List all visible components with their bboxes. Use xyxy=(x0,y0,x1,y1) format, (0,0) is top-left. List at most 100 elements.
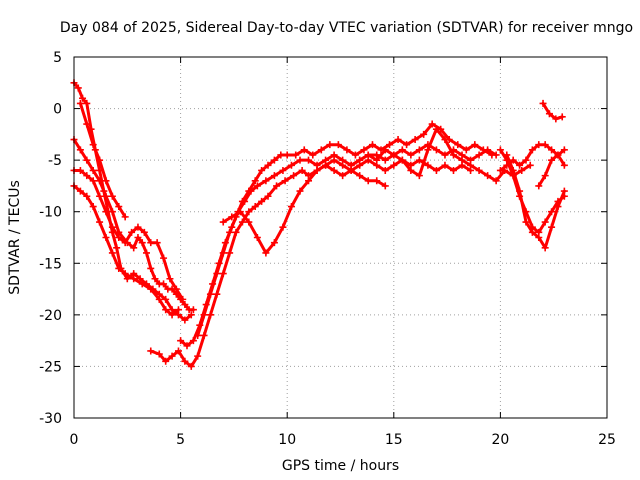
data-point xyxy=(356,172,364,180)
series-line xyxy=(78,101,127,219)
data-point xyxy=(351,151,359,159)
data-point xyxy=(147,264,155,272)
data-point xyxy=(441,136,449,144)
data-point xyxy=(432,166,440,174)
data-point xyxy=(526,161,534,169)
chart-title: Day 084 of 2025, Sidereal Day-to-day VTE… xyxy=(60,20,633,36)
data-point xyxy=(290,172,298,180)
series-trace-5 xyxy=(76,99,129,221)
data-point xyxy=(528,223,536,231)
data-point xyxy=(108,249,116,257)
axis-ticks: 0 5 10 15 20 25 5 0 -5 -10 -15 -20 -25 -30 xyxy=(39,50,616,448)
data-point xyxy=(96,192,104,200)
data-point xyxy=(155,350,163,358)
data-point xyxy=(251,203,259,211)
data-point xyxy=(407,151,415,159)
data-point xyxy=(522,208,530,216)
data-point xyxy=(151,275,159,283)
data-point xyxy=(277,151,285,159)
data-point xyxy=(548,208,556,216)
data-point xyxy=(462,146,470,154)
series-line xyxy=(221,158,387,255)
data-point xyxy=(264,192,272,200)
series-trace-15 xyxy=(539,99,566,123)
data-point xyxy=(177,337,185,345)
data-point xyxy=(226,228,234,236)
data-point xyxy=(373,156,381,164)
data-point xyxy=(287,203,295,211)
data-point xyxy=(522,156,530,164)
data-point xyxy=(403,141,411,149)
series-trace-12 xyxy=(503,151,568,252)
data-point xyxy=(518,166,526,174)
series-trace-2 xyxy=(70,136,197,314)
data-point xyxy=(560,146,568,154)
data-point xyxy=(115,234,123,241)
data-point xyxy=(516,161,524,169)
data-point xyxy=(394,136,402,144)
data-point xyxy=(458,156,466,164)
data-point xyxy=(206,290,214,298)
data-point xyxy=(554,151,562,159)
data-point xyxy=(121,213,129,221)
data-point xyxy=(189,306,197,314)
data-point xyxy=(258,166,266,174)
data-point xyxy=(484,172,492,180)
y-tick-label: -30 xyxy=(39,411,62,427)
data-point xyxy=(189,337,197,345)
data-point xyxy=(83,192,91,200)
data-point xyxy=(330,166,338,174)
data-point xyxy=(283,151,291,159)
data-point xyxy=(296,187,304,195)
data-point xyxy=(326,141,334,149)
data-point xyxy=(548,223,556,231)
data-point xyxy=(541,244,549,252)
data-point xyxy=(381,146,389,154)
data-point xyxy=(160,280,168,288)
data-point xyxy=(535,228,543,236)
data-point xyxy=(115,264,123,272)
data-point xyxy=(147,347,155,355)
grid-lines xyxy=(74,57,607,418)
data-point xyxy=(560,192,568,200)
data-point xyxy=(270,156,278,164)
data-point xyxy=(356,156,364,164)
series-line xyxy=(179,143,498,348)
data-point xyxy=(407,166,415,174)
data-point xyxy=(134,223,142,231)
data-point xyxy=(279,223,287,231)
series-trace-13 xyxy=(496,146,568,236)
data-point xyxy=(153,239,161,247)
data-point xyxy=(528,146,536,154)
data-point xyxy=(206,311,214,319)
y-tick-label: -25 xyxy=(39,359,62,375)
data-point xyxy=(347,161,355,169)
x-tick-label: 5 xyxy=(176,432,185,448)
data-series xyxy=(70,79,568,370)
data-point xyxy=(253,234,261,241)
data-point xyxy=(134,234,142,241)
data-point xyxy=(140,228,148,236)
data-point xyxy=(213,270,221,278)
data-point xyxy=(548,146,556,154)
y-tick-label: -5 xyxy=(48,153,62,169)
data-point xyxy=(467,161,475,169)
data-point xyxy=(183,342,191,350)
y-tick-label: -20 xyxy=(39,308,62,324)
data-point xyxy=(390,161,398,169)
data-point xyxy=(138,280,146,288)
data-point xyxy=(522,218,530,226)
series-line xyxy=(349,127,532,183)
data-point xyxy=(296,156,304,164)
y-tick-label: 5 xyxy=(53,50,62,66)
data-point xyxy=(108,208,116,216)
data-point xyxy=(115,203,123,211)
y-tick-label: 0 xyxy=(53,102,62,118)
data-point xyxy=(236,208,244,216)
y-tick-label: -10 xyxy=(39,205,62,221)
series-line xyxy=(72,169,185,301)
data-point xyxy=(424,161,432,169)
data-point xyxy=(200,331,208,339)
series-trace-3 xyxy=(70,166,187,303)
data-point xyxy=(398,156,406,164)
